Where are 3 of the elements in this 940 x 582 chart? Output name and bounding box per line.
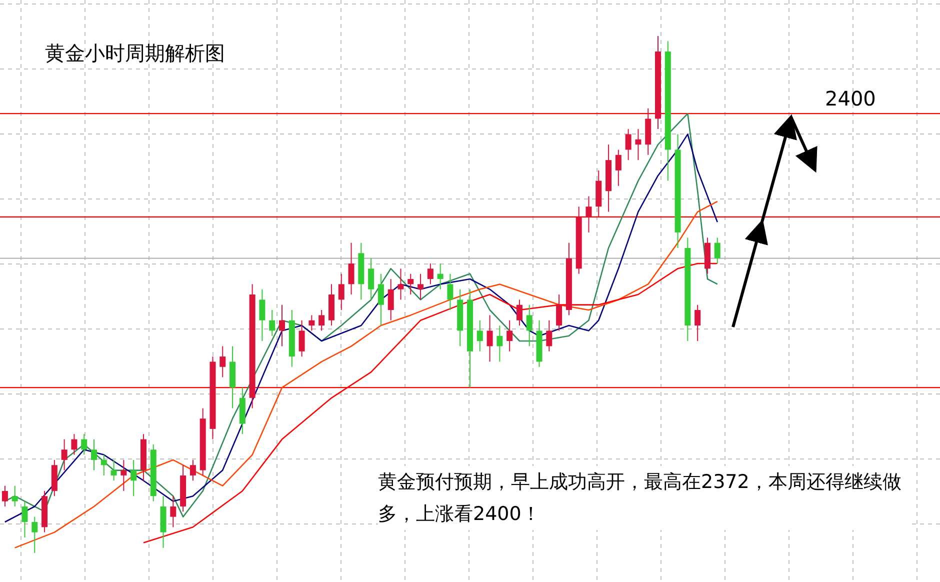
chart-title: 黄金小时周期解析图 (45, 41, 225, 65)
annotation: 黄金预付预期，早上成功高开，最高在2372，本周还得继续做多，上涨看2400！ (378, 466, 908, 530)
annotation: 2400 (825, 86, 876, 111)
